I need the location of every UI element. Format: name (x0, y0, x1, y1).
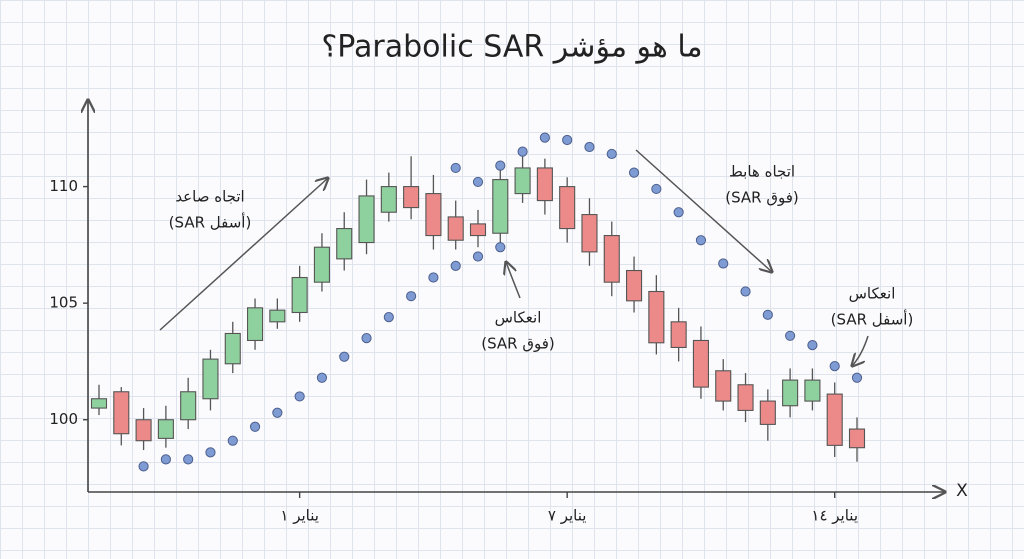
annotation-arrows (159, 149, 869, 366)
sar-dot (450, 162, 461, 174)
y-tick-label: 105 (49, 294, 78, 312)
sar-dot (628, 167, 640, 178)
sar-dot (762, 309, 773, 320)
x-tick-label: يناير ١٤ (811, 507, 858, 525)
annotation-title: انعكاس (849, 285, 896, 303)
sar-dot (138, 461, 149, 472)
annotation-title: اتجاه صاعد (175, 188, 244, 206)
sar-dot (472, 176, 484, 188)
sar-dot (472, 251, 484, 262)
annotation-title: انعكاس (495, 309, 542, 327)
annotation-note: (SAR أسفل) (169, 213, 252, 232)
sar-dot (316, 372, 328, 383)
sar-dot (495, 160, 506, 171)
sar-dot (339, 351, 350, 362)
sar-dot (294, 391, 305, 402)
candle-body (313, 246, 330, 283)
sar-dot (361, 333, 372, 344)
sar-dot (160, 454, 171, 465)
candle-body (759, 400, 776, 425)
chart-title: ما هو مؤشر Parabolic SAR؟ (321, 30, 702, 65)
candle-body (157, 419, 174, 439)
candle-body (826, 393, 843, 446)
candle-body (782, 379, 799, 407)
arrow (852, 335, 869, 366)
candle-body (692, 339, 709, 388)
sar-dot (562, 134, 573, 146)
candle-body (269, 309, 286, 323)
x-tick-label: يناير ٧ (548, 507, 587, 525)
annotation-note: (SAR فوق) (481, 335, 555, 353)
candle-body (848, 428, 866, 449)
annotation-title: اتجاه هابط (729, 163, 795, 181)
candle-body (670, 321, 687, 349)
sar-dot (651, 183, 662, 195)
candle-body (180, 391, 197, 421)
x-tick-label: يناير ١ (280, 507, 319, 525)
sar-dot (718, 258, 729, 269)
candle-body (425, 193, 442, 237)
sar-dot (383, 312, 394, 323)
candle-body (380, 186, 397, 213)
candle-body (648, 290, 665, 344)
sar-dot (539, 132, 550, 143)
sar-dot (695, 235, 707, 246)
candle-body (224, 332, 241, 365)
sar-dot (495, 242, 506, 253)
sar-dot (517, 146, 528, 157)
x-axis-label: X (956, 481, 968, 501)
sar-dot (205, 447, 216, 458)
candle-body (90, 398, 108, 409)
sar-dot (740, 286, 751, 297)
candle-body (737, 384, 754, 411)
candle-body (202, 358, 219, 400)
candle-body (113, 391, 130, 435)
candle-body (247, 307, 264, 342)
sar-dot (450, 260, 461, 271)
annotation-note: (SAR فوق) (725, 189, 799, 207)
candle-body (804, 379, 821, 402)
candle-body (559, 186, 576, 230)
sar-dot (584, 141, 595, 153)
candle-body (135, 419, 152, 442)
candle-body (715, 370, 732, 402)
y-tick-label: 110 (49, 177, 78, 195)
sar-dot (673, 207, 684, 218)
candle-body (581, 214, 598, 253)
candle-body (447, 216, 464, 241)
sar-dot (829, 361, 840, 372)
candle-body (536, 167, 553, 202)
sar-dot (227, 435, 238, 446)
sar-dot (807, 340, 818, 351)
sar-dot (272, 407, 283, 418)
candle-body (358, 195, 375, 244)
candle-body (492, 179, 509, 234)
sar-dot (428, 272, 439, 283)
arrow (159, 178, 328, 331)
candle-body (291, 276, 308, 314)
arrow (635, 149, 772, 272)
y-tick-label: 100 (49, 410, 78, 428)
arrow (506, 262, 521, 299)
candle-body (514, 167, 531, 195)
candle-body (626, 269, 643, 302)
sar-dot (249, 421, 261, 432)
candle-body (403, 186, 420, 209)
candle-body (336, 228, 353, 260)
candle-body (469, 223, 487, 237)
sar-dot (606, 148, 617, 160)
sar-dot (406, 291, 417, 302)
sar-dot (785, 330, 796, 341)
sar-dot (183, 454, 194, 465)
candle-body (603, 235, 620, 283)
annotation-note: (SAR أسفل) (831, 310, 914, 329)
sar-dot (851, 372, 863, 383)
